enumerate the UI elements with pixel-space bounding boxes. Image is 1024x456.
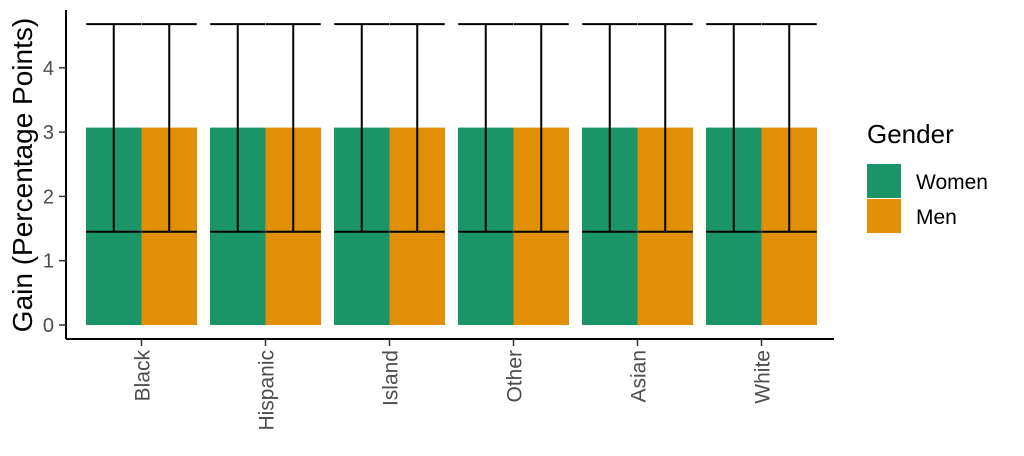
error-bar-asian-men: [637, 23, 693, 233]
error-bars-layer: [86, 23, 817, 233]
error-bar-hispanic-women: [210, 23, 266, 233]
legend-key-women: [867, 164, 901, 198]
legend-label-men: Men: [916, 206, 957, 229]
error-bar-other-men: [513, 23, 569, 233]
error-bar-hispanic-men: [265, 23, 321, 233]
error-bar-white-women: [706, 23, 762, 233]
error-bar-island-women: [334, 23, 390, 233]
y-tick-label: 4: [43, 58, 54, 80]
error-bar-white-men: [761, 23, 817, 233]
y-tick-label: 3: [43, 122, 54, 144]
y-ticks-layer: 0 1 2 3 4: [43, 58, 66, 337]
legend-label-women: Women: [916, 171, 988, 194]
error-bar-other-women: [458, 23, 514, 233]
x-ticks-layer: Black Hispanic Island Other Asian White: [132, 339, 775, 431]
x-tick-label: Black: [132, 350, 155, 402]
legend-title: Gender: [867, 119, 954, 149]
x-tick-label: Asian: [628, 350, 651, 403]
y-tick-label: 2: [43, 186, 54, 208]
y-tick-label: 0: [43, 315, 54, 337]
y-axis-title: Gain (Percentage Points): [7, 18, 38, 332]
legend-key-men: [867, 199, 901, 233]
error-bar-black-men: [141, 23, 197, 233]
y-tick-label: 1: [43, 251, 54, 273]
x-tick-label: Island: [380, 350, 403, 406]
x-tick-label: White: [752, 350, 775, 404]
error-bar-island-men: [389, 23, 445, 233]
legend: Gender Women Men: [867, 119, 988, 233]
x-tick-label: Other: [504, 350, 527, 403]
bars-layer: [86, 127, 817, 325]
error-bar-asian-women: [582, 23, 638, 233]
error-bar-black-women: [86, 23, 142, 233]
x-tick-label: Hispanic: [256, 350, 279, 431]
